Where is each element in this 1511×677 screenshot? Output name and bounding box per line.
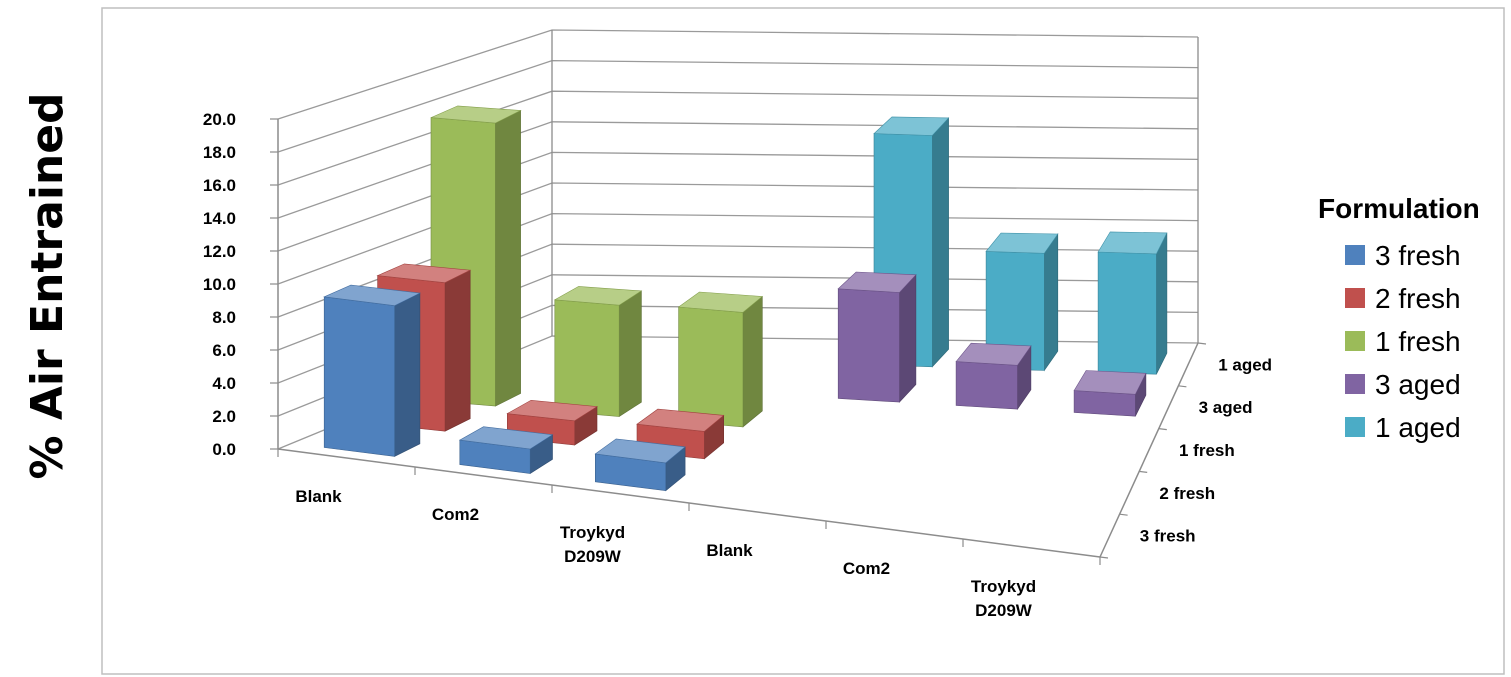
bar (677, 291, 764, 428)
legend-swatch (1345, 374, 1365, 394)
y-tick-label: 14.0 (203, 209, 236, 228)
legend-entry: 2 fresh (1375, 283, 1461, 314)
legend-swatch (1345, 245, 1365, 265)
y-tick-label: 0.0 (212, 440, 236, 459)
depth-tick (1099, 556, 1109, 559)
y-tick-label: 4.0 (212, 374, 236, 393)
bar (1097, 231, 1168, 375)
y-tick-label: 2.0 (212, 407, 236, 426)
category-label: Blank (295, 487, 342, 506)
bar (837, 271, 917, 403)
depth-label: 1 fresh (1179, 441, 1235, 460)
bar (1073, 370, 1147, 417)
depth-tick (1119, 513, 1128, 516)
y-tick-label: 12.0 (203, 242, 236, 261)
bar (594, 438, 686, 492)
depth-tick (1178, 385, 1187, 388)
legend-entry: 3 fresh (1375, 240, 1461, 271)
category-label: Com2 (843, 559, 890, 578)
depth-axis-line (1099, 342, 1199, 558)
y-tick-label: 20.0 (203, 110, 236, 129)
category-label: Troykyd D209W (971, 577, 1036, 620)
bar (955, 342, 1032, 411)
bar (323, 284, 421, 457)
bars (323, 105, 1168, 492)
y-tick-label: 16.0 (203, 176, 236, 195)
y-axis-ticks: 0.0 2.0 4.0 6.0 8.0 10.0 12.0 14.0 16.0 18.0 20.0 (203, 110, 278, 459)
category-label: Com2 (432, 505, 479, 524)
y-axis-label: % Air Entrained (22, 92, 73, 479)
depth-tick (1158, 428, 1167, 431)
depth-label: 1 aged (1218, 355, 1272, 374)
depth-label: 3 aged (1199, 398, 1253, 417)
depth-label: 2 fresh (1159, 484, 1215, 503)
depth-labels: 3 fresh 2 fresh 1 fresh 3 aged 1 aged (1140, 355, 1272, 545)
legend-entry: 3 aged (1375, 369, 1461, 400)
legend-swatch (1345, 288, 1365, 308)
bar (458, 426, 554, 475)
legend-entry: 1 aged (1375, 412, 1461, 443)
category-labels: Blank Com2 Troykyd D209W Blank Com2 Troykyd D20… (295, 487, 1036, 620)
y-tick-label: 6.0 (212, 341, 236, 360)
y-tick-label: 10.0 (203, 275, 236, 294)
depth-tick (1197, 342, 1207, 345)
bar (985, 232, 1059, 372)
y-tick-label: 18.0 (203, 143, 236, 162)
legend-entry: 1 fresh (1375, 326, 1461, 357)
bar (553, 286, 643, 418)
legend-swatch (1345, 331, 1365, 351)
category-label: Blank (706, 541, 753, 560)
y-tick-label: 8.0 (212, 308, 236, 327)
depth-tick (1139, 470, 1148, 473)
depth-label: 3 fresh (1140, 527, 1196, 546)
legend-swatch (1345, 417, 1365, 437)
category-label: Troykyd D209W (560, 523, 625, 566)
legend: Formulation 3 fresh 2 fresh 1 fresh 3 aged 1… (1318, 193, 1480, 443)
legend-title: Formulation (1318, 193, 1480, 224)
